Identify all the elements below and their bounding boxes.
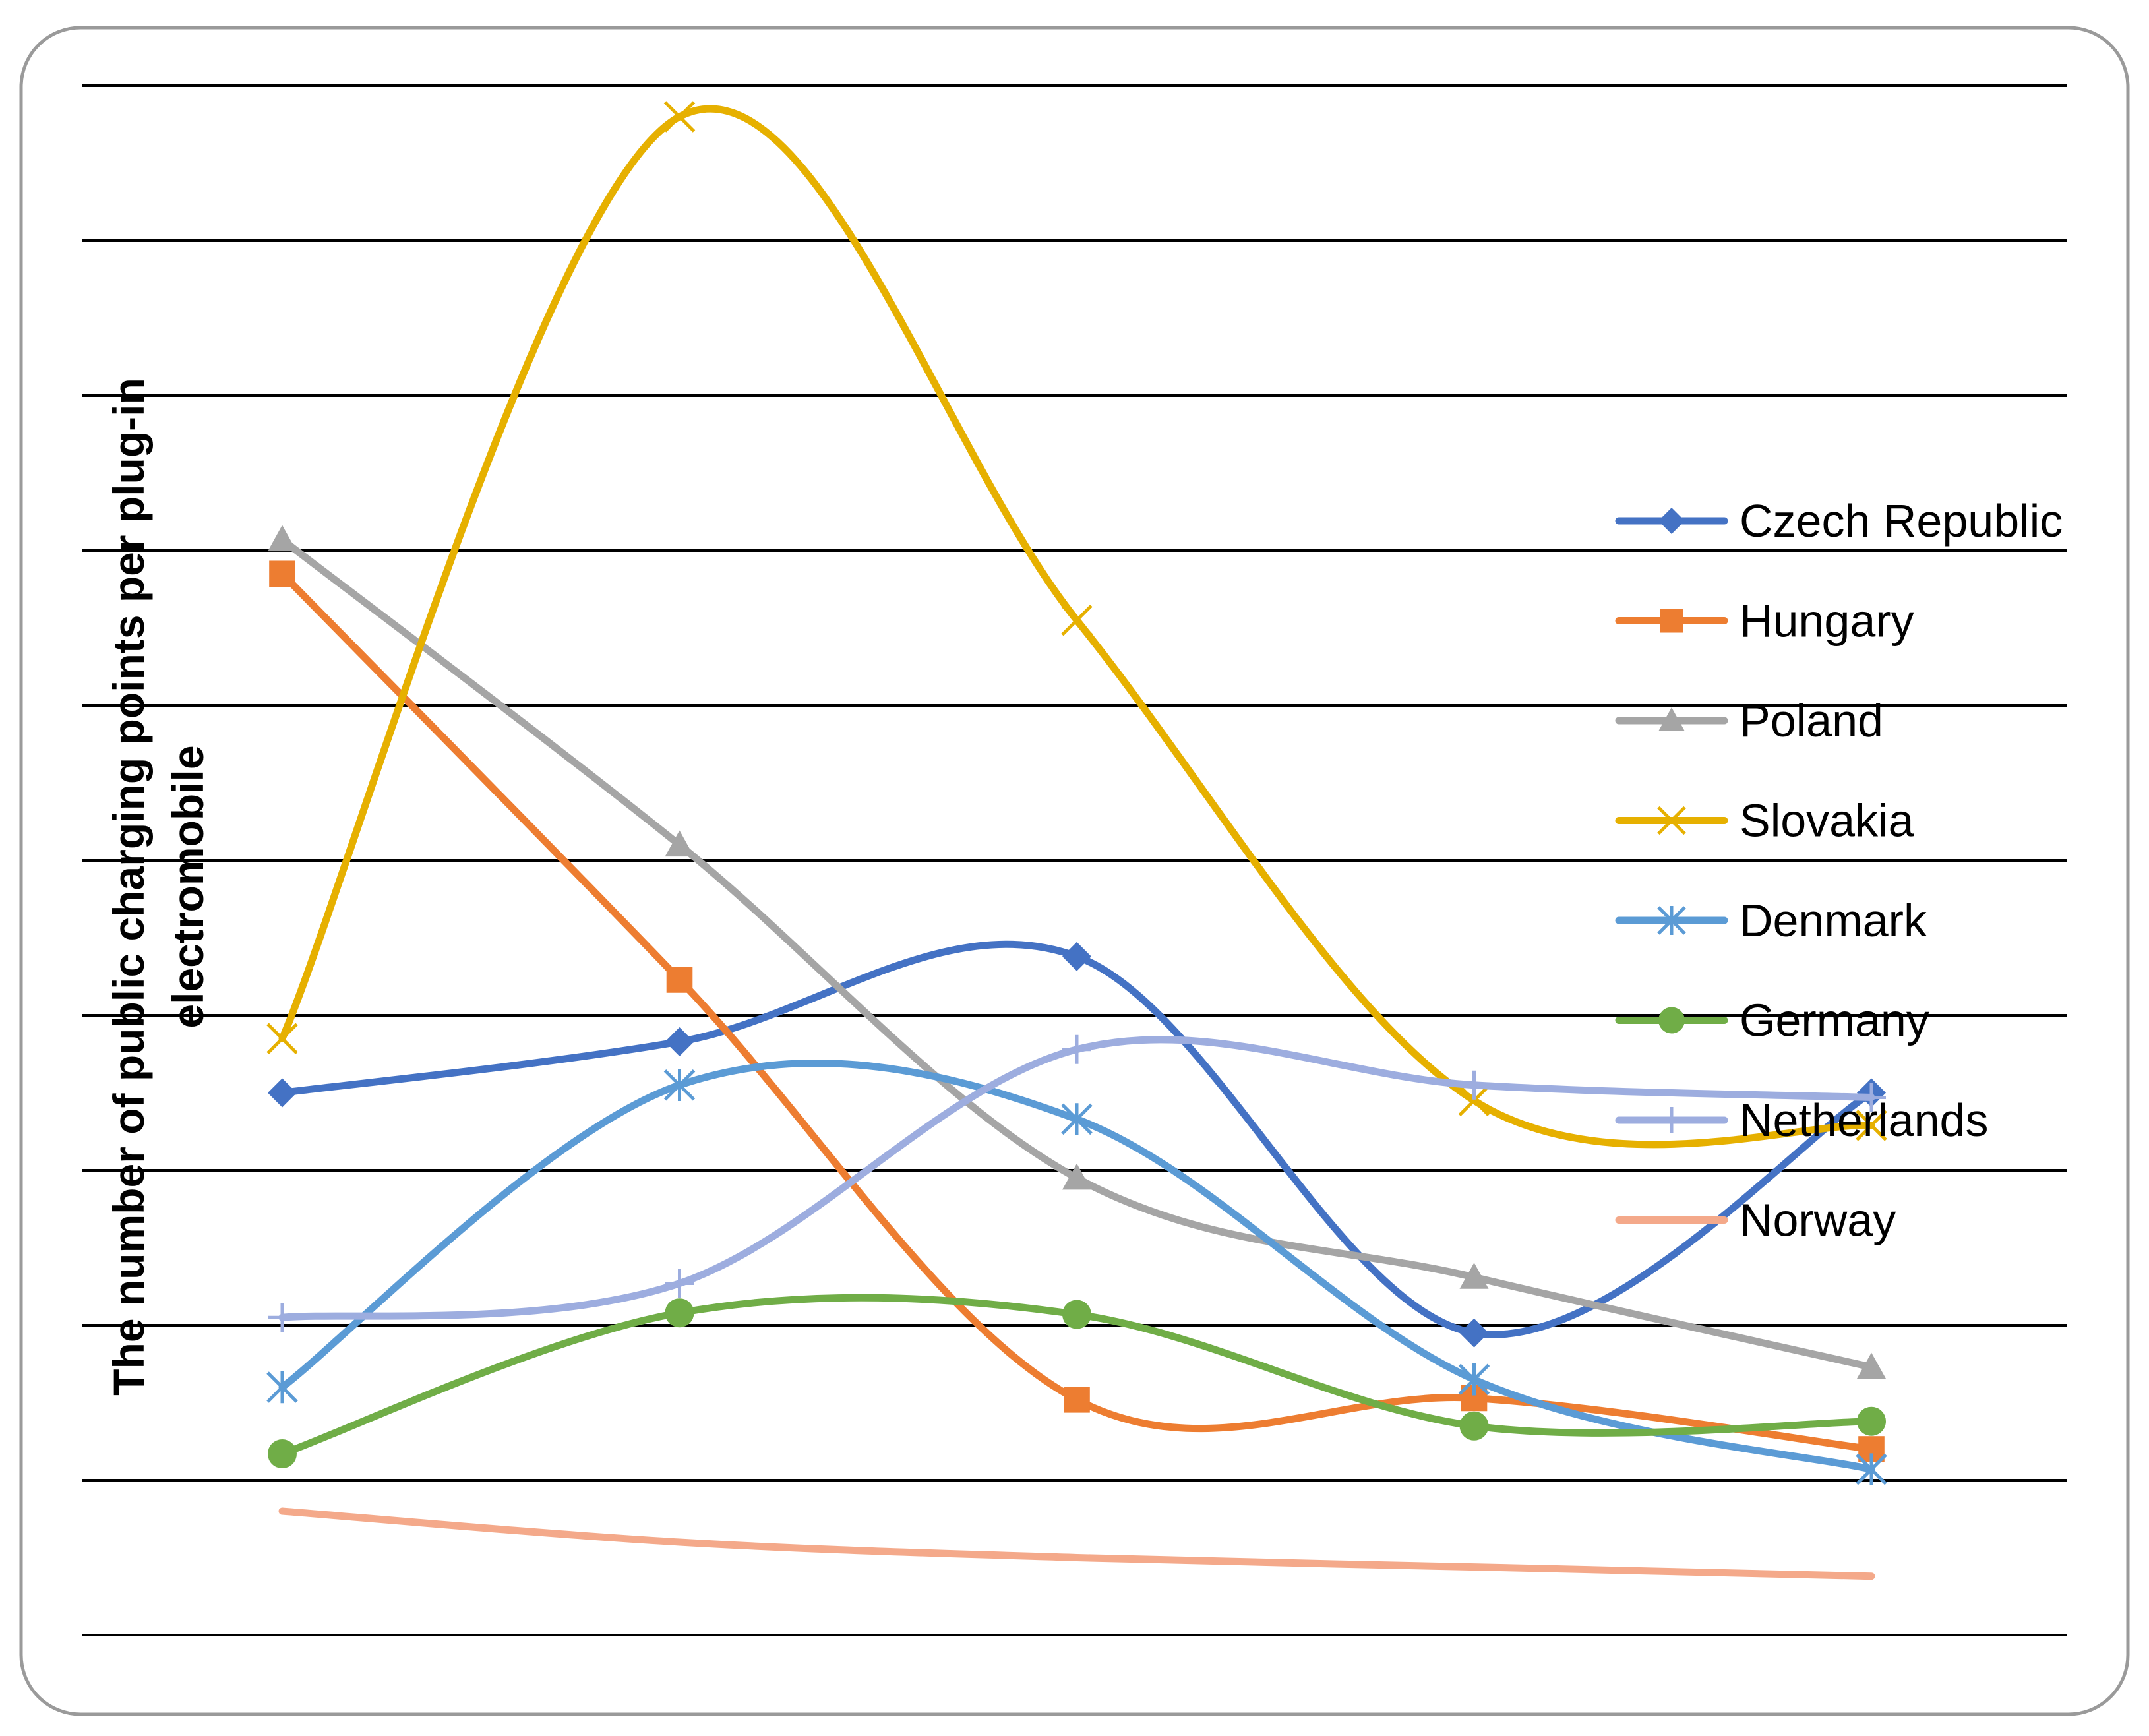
series-layer (266, 101, 1887, 1580)
data-point-slovakia (266, 1023, 298, 1055)
y-axis-label: The number of public charging points per… (104, 378, 212, 1396)
data-point-denmark (1856, 1453, 1887, 1485)
legend-label: Slovakia (1740, 795, 1914, 847)
data-point-netherlands (268, 1303, 297, 1332)
data-point-germany (1857, 1406, 1886, 1436)
data-point-slovakia (1061, 604, 1093, 636)
data-point-germany (1459, 1411, 1489, 1441)
data-point-poland (268, 525, 297, 552)
data-point-hungary (269, 560, 295, 587)
legend-item-germany: Germany (1615, 995, 1929, 1046)
series-hungary (269, 560, 1885, 1462)
legend-item-denmark: Denmark (1615, 895, 1927, 946)
y-axis-label-line: The number of public charging points per… (104, 378, 153, 1396)
legend-label: Germany (1740, 995, 1929, 1046)
data-point-czech-republic (1459, 1318, 1489, 1348)
series-line-czech-republic (278, 940, 1875, 1338)
legend-item-slovakia: Slovakia (1615, 795, 1914, 847)
data-point-czech-republic (665, 1027, 694, 1056)
series-netherlands (268, 1034, 1886, 1332)
data-point-slovakia (1458, 1085, 1490, 1117)
data-point-hungary (1064, 1387, 1090, 1413)
legend-label: Norway (1740, 1195, 1896, 1246)
data-point-poland (1857, 1352, 1886, 1379)
data-point-germany (1062, 1300, 1091, 1329)
data-point-czech-republic (268, 1078, 297, 1108)
y-axis-label-line: electromobile (164, 745, 212, 1028)
legend-label: Poland (1740, 695, 1883, 746)
legend-marker (1658, 1007, 1685, 1034)
data-point-slovakia (663, 101, 696, 133)
data-point-czech-republic (1062, 942, 1091, 971)
data-point-denmark (266, 1371, 298, 1404)
data-point-denmark (663, 1069, 696, 1101)
chart-border (19, 26, 2130, 1716)
data-point-netherlands (1062, 1034, 1091, 1064)
legend-marker (1658, 707, 1685, 731)
data-point-poland (1459, 1263, 1489, 1289)
series-line-poland (278, 536, 1875, 1371)
legend-label: Denmark (1740, 895, 1927, 946)
legend: Czech Republic Hungary Poland Slovakia Denma… (1615, 495, 2063, 1246)
series-line-norway (278, 1507, 1875, 1580)
legend-marker (1658, 1107, 1685, 1133)
data-point-denmark (1458, 1363, 1490, 1396)
legend-marker (1660, 609, 1683, 633)
data-point-netherlands (1459, 1070, 1489, 1100)
data-point-hungary (666, 967, 693, 993)
series-norway (278, 1507, 1875, 1580)
legend-label: Hungary (1740, 595, 1914, 647)
legend-item-poland: Poland (1615, 695, 1883, 746)
legend-marker (1657, 906, 1686, 935)
legend-label: Netherlands (1740, 1094, 1988, 1146)
series-poland (268, 525, 1886, 1379)
data-point-poland (1062, 1163, 1091, 1190)
series-line-slovakia (278, 105, 1875, 1149)
data-point-germany (665, 1298, 694, 1328)
series-germany (268, 1294, 1886, 1469)
series-slovakia (266, 101, 1887, 1149)
legend-label: Czech Republic (1740, 495, 2063, 547)
legend-item-netherlands: Netherlands (1615, 1094, 1988, 1146)
data-point-netherlands (665, 1269, 694, 1298)
legend-marker (1658, 508, 1685, 534)
data-point-netherlands (1857, 1083, 1886, 1112)
legend-marker (1657, 806, 1686, 835)
data-point-denmark (1061, 1103, 1093, 1135)
series-line-hungary (278, 570, 1875, 1453)
legend-item-czech-republic: Czech Republic (1615, 495, 2063, 547)
legend-item-hungary: Hungary (1615, 595, 1914, 647)
data-point-germany (268, 1439, 297, 1469)
series-denmark (266, 1059, 1887, 1485)
legend-item-norway: Norway (1615, 1195, 1896, 1246)
data-point-poland (665, 830, 694, 857)
data-point-slovakia (1856, 1110, 1887, 1141)
